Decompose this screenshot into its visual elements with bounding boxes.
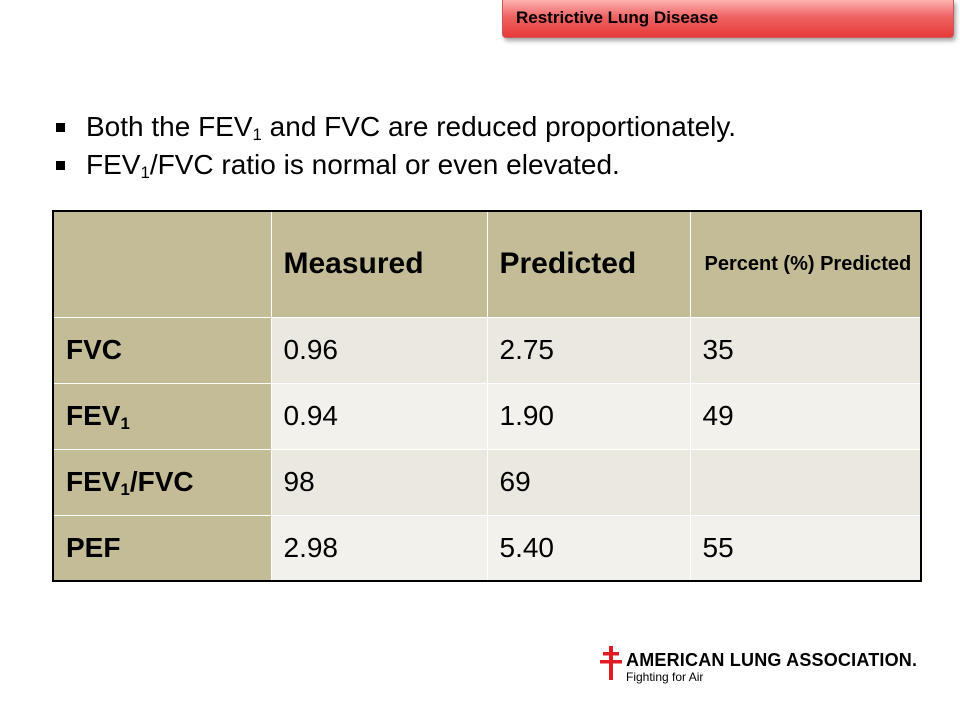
table-row: FEV1 0.94 1.90 49	[52, 382, 922, 450]
bullet-text-after: and FVC are reduced proportionately.	[261, 111, 737, 142]
cell-percent: 49	[689, 382, 922, 450]
cell-percent: 55	[689, 514, 922, 582]
cell-predicted: 69	[486, 448, 691, 516]
bullet-text-before: FEV	[86, 149, 141, 180]
header-cell-percent-predicted: Percent (%) Predicted	[689, 210, 922, 318]
bullet-subscript: 1	[252, 125, 262, 145]
american-lung-association-logo: AMERICAN LUNG ASSOCIATION. Fighting for …	[600, 644, 930, 684]
bullet-item: FEV1/FVC ratio is normal or even elevate…	[52, 146, 736, 184]
logo-tagline: Fighting for Air	[626, 670, 704, 684]
table-row: FVC 0.96 2.75 35	[52, 316, 922, 384]
row-label: FEV1	[52, 382, 272, 450]
slide-title-tag: Restrictive Lung Disease	[502, 0, 954, 38]
bullet-square-icon	[56, 161, 65, 170]
bullet-square-icon	[56, 123, 65, 132]
row-label: PEF	[52, 514, 272, 582]
cell-predicted: 5.40	[486, 514, 691, 582]
bullet-item: Both the FEV1 and FVC are reduced propor…	[52, 108, 736, 146]
bullet-text-before: Both the FEV	[86, 111, 253, 142]
bullet-list: Both the FEV1 and FVC are reduced propor…	[52, 108, 736, 184]
lorraine-cross-icon	[600, 646, 622, 680]
cell-measured: 2.98	[270, 514, 488, 582]
cell-measured: 0.94	[270, 382, 488, 450]
table-row: FEV1/FVC 98 69	[52, 448, 922, 516]
row-label: FEV1/FVC	[52, 448, 272, 516]
bullet-subscript: 1	[140, 163, 150, 183]
header-cell-measured: Measured	[270, 210, 488, 318]
spirometry-table: Measured Predicted Percent (%) Predicted…	[52, 210, 922, 582]
cell-percent	[689, 448, 922, 516]
header-cell-empty	[52, 210, 272, 318]
logo-name: AMERICAN LUNG ASSOCIATION.	[626, 650, 918, 670]
table-row: PEF 2.98 5.40 55	[52, 514, 922, 582]
cell-predicted: 2.75	[486, 316, 691, 384]
cell-measured: 98	[270, 448, 488, 516]
cell-predicted: 1.90	[486, 382, 691, 450]
row-label: FVC	[52, 316, 272, 384]
cell-percent: 35	[689, 316, 922, 384]
bullet-text-after: /FVC ratio is normal or even elevated.	[149, 149, 620, 180]
table-header-row: Measured Predicted Percent (%) Predicted	[52, 210, 922, 318]
header-cell-predicted: Predicted	[486, 210, 691, 318]
slide-title: Restrictive Lung Disease	[516, 8, 719, 27]
cell-measured: 0.96	[270, 316, 488, 384]
